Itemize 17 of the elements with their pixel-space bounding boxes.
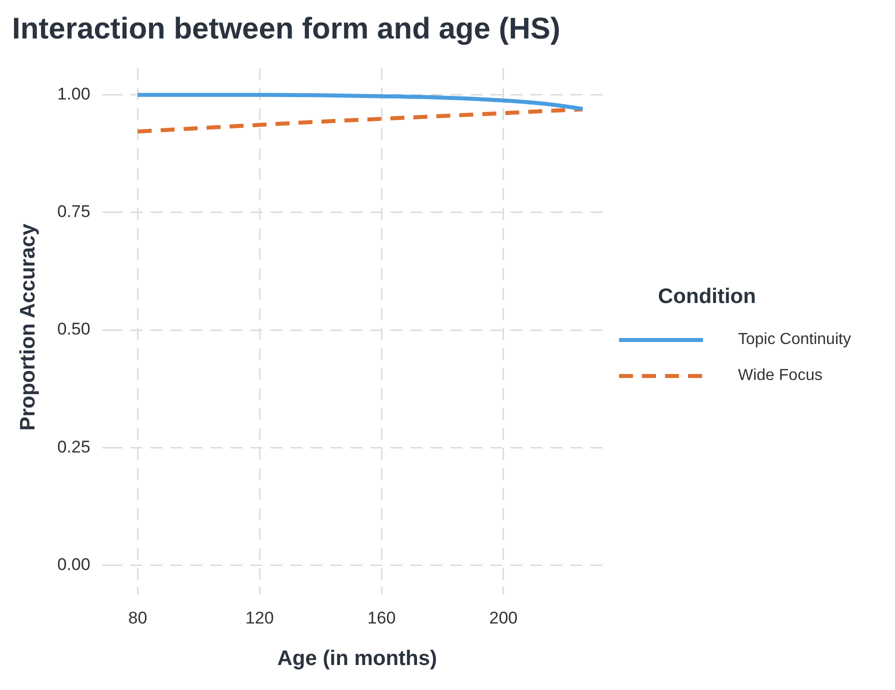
line-series: [136, 107, 585, 134]
x-axis-title: Age (in months): [277, 647, 438, 670]
legend-title: Condition: [657, 285, 757, 309]
line-series: [136, 92, 585, 111]
text: Wide Focus: [738, 367, 822, 385]
y-tick-label: 0.25: [57, 437, 90, 456]
y-tick-label: 1.00: [57, 84, 90, 104]
x-tick-label: 200: [489, 608, 518, 628]
y-tick-label: 0.50: [57, 320, 90, 339]
x-tick-label: 80: [128, 608, 148, 628]
y-tick-label: 0.00: [57, 554, 90, 574]
x-tick-label: 160: [367, 608, 396, 628]
y-tick-label: 0.75: [57, 202, 90, 222]
x-tick-label: 120: [245, 608, 274, 628]
chart-title: Interaction between form and age (HS): [12, 12, 560, 46]
text: Topic Continuity: [738, 331, 851, 349]
y-axis-title: Proportion Accuracy: [16, 223, 40, 431]
